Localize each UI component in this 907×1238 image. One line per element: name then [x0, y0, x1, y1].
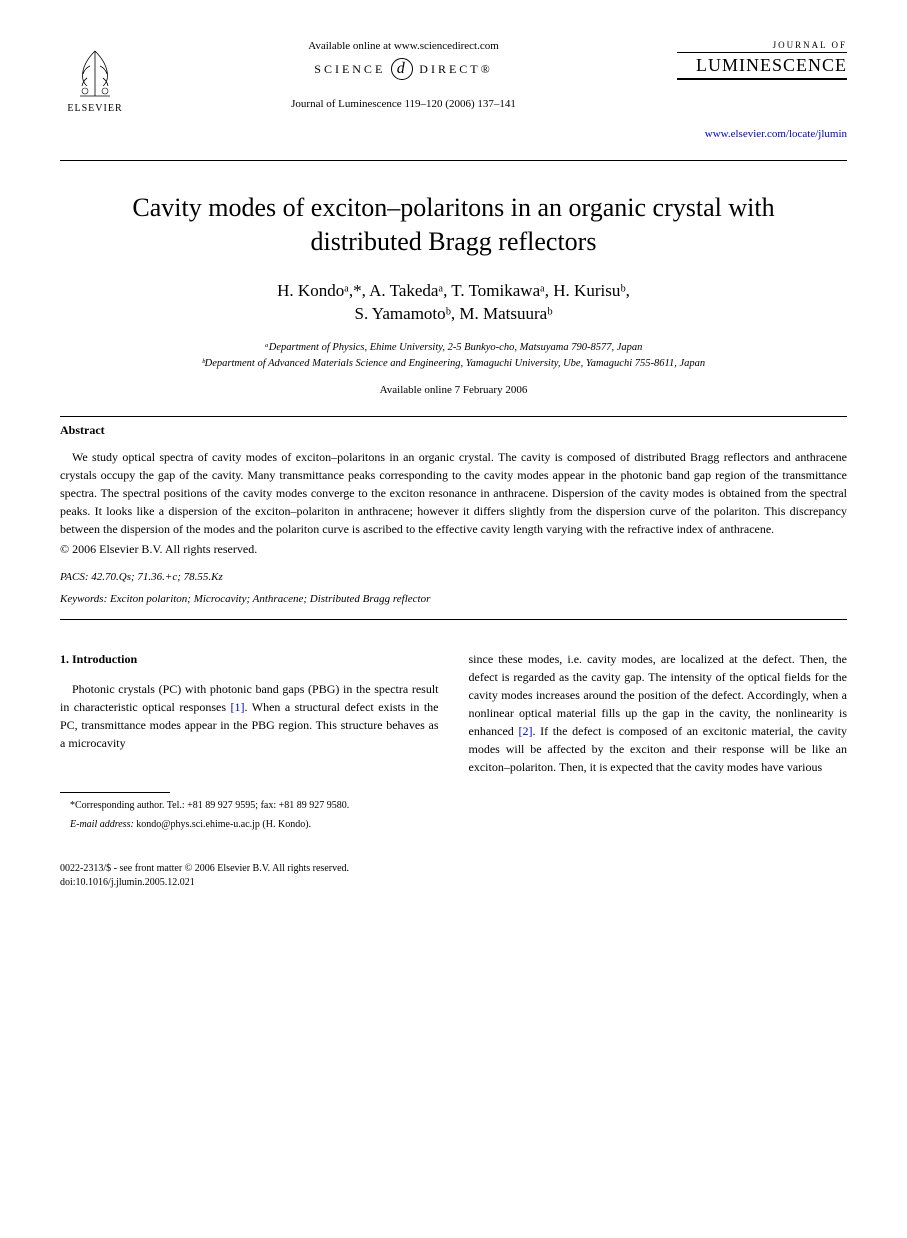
authors-line-2: S. Yamamotoᵇ, M. Matsuuraᵇ [60, 302, 847, 326]
science-direct-label: SCIENCE d DIRECT® [150, 58, 657, 80]
citation-1[interactable]: [1] [230, 700, 244, 714]
body-columns: 1. Introduction Photonic crystals (PC) w… [60, 650, 847, 832]
publication-date: Available online 7 February 2006 [60, 384, 847, 396]
authors-line-1: H. Kondoᵃ,*, A. Takedaᵃ, T. Tomikawaᵃ, H… [60, 279, 847, 303]
section-heading-intro: 1. Introduction [60, 650, 439, 668]
elsevier-label: ELSEVIER [67, 103, 122, 114]
footer-doi: doi:10.1016/j.jlumin.2005.12.021 [60, 876, 847, 890]
intro-paragraph-right: since these modes, i.e. cavity modes, ar… [469, 650, 848, 776]
divider-top [60, 160, 847, 161]
email-address: kondo@phys.sci.ehime-u.ac.jp (H. Kondo). [134, 819, 311, 830]
center-header: Available online at www.sciencedirect.co… [130, 40, 677, 110]
elsevier-tree-icon [65, 46, 125, 101]
citation-2[interactable]: [2] [518, 724, 532, 738]
journal-logo: JOURNAL OF LUMINESCENCE [677, 40, 847, 80]
article-title: Cavity modes of exciton–polaritons in an… [100, 191, 807, 259]
left-column: 1. Introduction Photonic crystals (PC) w… [60, 650, 439, 832]
affiliation-a: ᵃDepartment of Physics, Ehime University… [60, 340, 847, 356]
pacs-codes: PACS: 42.70.Qs; 71.36.+c; 78.55.Kz [60, 571, 847, 583]
email-label: E-mail address: [70, 819, 134, 830]
abstract-copyright: © 2006 Elsevier B.V. All rights reserved… [60, 542, 847, 557]
abstract-section: Abstract We study optical spectra of cav… [60, 423, 847, 557]
email-footnote: E-mail address: kondo@phys.sci.ehime-u.a… [60, 817, 439, 832]
abstract-heading: Abstract [60, 423, 847, 438]
keywords: Keywords: Exciton polariton; Microcavity… [60, 593, 847, 605]
corresponding-author-footnote: *Corresponding author. Tel.: +81 89 927 … [60, 799, 439, 813]
journal-reference: Journal of Luminescence 119–120 (2006) 1… [150, 98, 657, 110]
divider-abstract-top [60, 416, 847, 417]
right-column: since these modes, i.e. cavity modes, ar… [469, 650, 848, 832]
page-footer: 0022-2313/$ - see front matter © 2006 El… [60, 862, 847, 890]
affiliations-block: ᵃDepartment of Physics, Ehime University… [60, 340, 847, 372]
header-row: ELSEVIER Available online at www.science… [60, 40, 847, 120]
intro-paragraph-left: Photonic crystals (PC) with photonic ban… [60, 680, 439, 752]
footer-front-matter: 0022-2313/$ - see front matter © 2006 El… [60, 862, 847, 876]
authors-block: H. Kondoᵃ,*, A. Takedaᵃ, T. Tomikawaᵃ, H… [60, 279, 847, 327]
available-online-text: Available online at www.sciencedirect.co… [150, 40, 657, 52]
elsevier-logo: ELSEVIER [60, 40, 130, 120]
sciencedirect-icon: d [391, 58, 413, 80]
journal-name: LUMINESCENCE [677, 52, 847, 80]
science-right: DIRECT® [419, 62, 492, 77]
affiliation-b: ᵇDepartment of Advanced Materials Scienc… [60, 356, 847, 372]
abstract-text: We study optical spectra of cavity modes… [60, 448, 847, 538]
divider-abstract-bottom [60, 619, 847, 620]
science-left: SCIENCE [314, 62, 385, 77]
footnote-separator [60, 792, 170, 793]
journal-of-label: JOURNAL OF [677, 40, 847, 50]
journal-url-link[interactable]: www.elsevier.com/locate/jlumin [60, 128, 847, 140]
